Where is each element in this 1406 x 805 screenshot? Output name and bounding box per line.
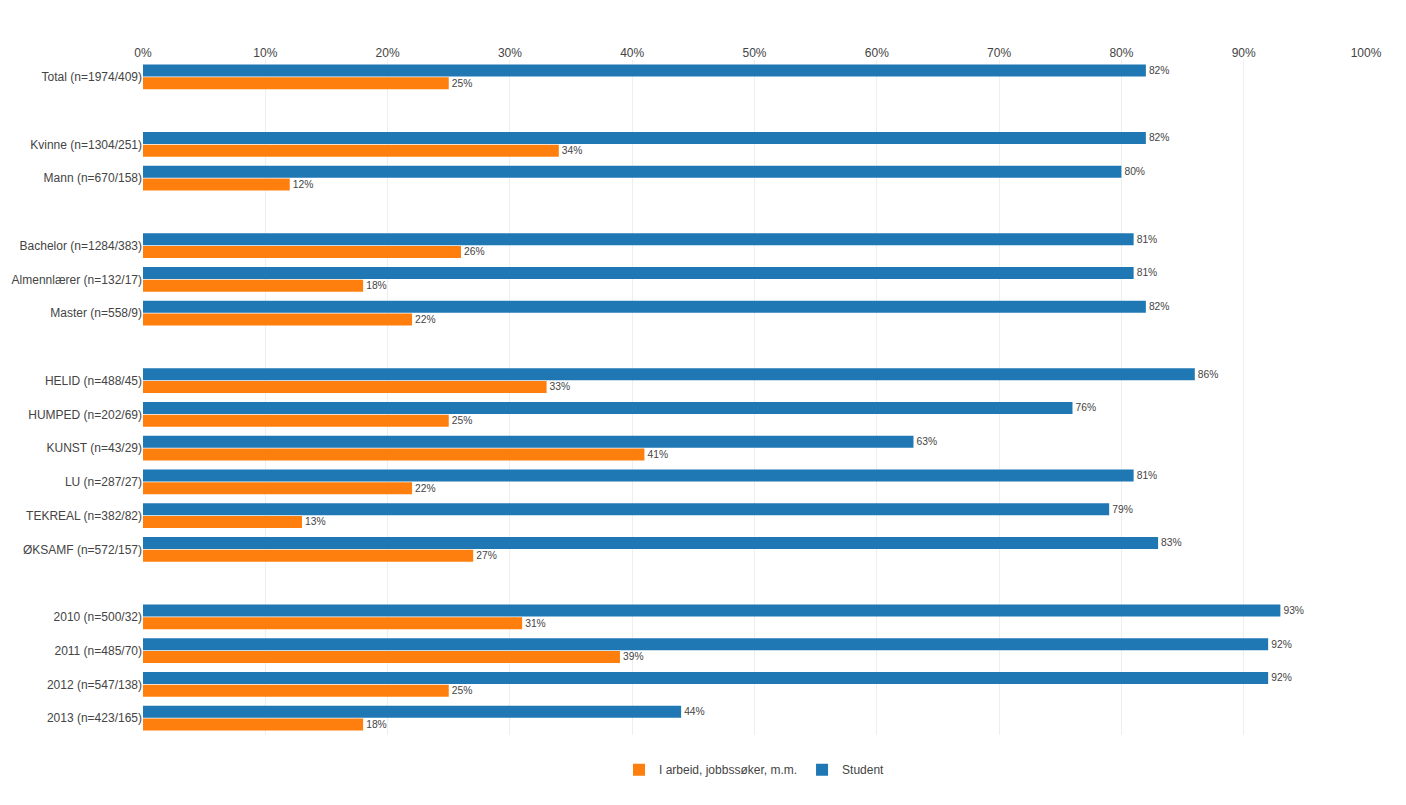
svg-text:81%: 81% [1137,470,1158,481]
svg-text:2011 (n=485/70): 2011 (n=485/70) [54,644,142,658]
svg-text:30%: 30% [498,46,522,60]
svg-text:KUNST (n=43/29): KUNST (n=43/29) [47,441,143,455]
svg-text:27%: 27% [476,550,497,561]
svg-text:Mann (n=670/158): Mann (n=670/158) [44,171,142,185]
svg-text:25%: 25% [452,685,473,696]
svg-text:80%: 80% [1124,166,1145,177]
svg-text:76%: 76% [1075,402,1096,413]
svg-text:TEKREAL (n=382/82): TEKREAL (n=382/82) [26,509,142,523]
svg-text:82%: 82% [1149,301,1170,312]
svg-text:2010 (n=500/32): 2010 (n=500/32) [54,610,142,624]
svg-text:34%: 34% [562,145,583,156]
svg-text:18%: 18% [366,719,387,730]
svg-text:92%: 92% [1271,639,1292,650]
svg-text:50%: 50% [742,46,766,60]
svg-text:0%: 0% [134,46,152,60]
svg-text:I arbeid, jobbssøker, m.m.: I arbeid, jobbssøker, m.m. [659,763,797,777]
svg-text:12%: 12% [293,179,314,190]
svg-text:25%: 25% [452,415,473,426]
svg-text:31%: 31% [525,618,546,629]
svg-text:33%: 33% [550,381,571,392]
svg-text:90%: 90% [1232,46,1256,60]
svg-text:Student: Student [842,763,884,777]
svg-text:Total (n=1974/409): Total (n=1974/409) [42,70,142,84]
svg-text:Kvinne (n=1304/251): Kvinne (n=1304/251) [30,138,142,152]
svg-text:100%: 100% [1351,46,1382,60]
svg-text:20%: 20% [376,46,400,60]
svg-text:82%: 82% [1149,65,1170,76]
svg-text:83%: 83% [1161,537,1182,548]
svg-text:81%: 81% [1137,267,1158,278]
svg-text:25%: 25% [452,78,473,89]
svg-text:26%: 26% [464,246,485,257]
svg-text:40%: 40% [620,46,644,60]
svg-text:Bachelor (n=1284/383): Bachelor (n=1284/383) [20,239,142,253]
svg-text:81%: 81% [1137,234,1158,245]
svg-text:LU (n=287/27): LU (n=287/27) [65,475,142,489]
svg-text:2013 (n=423/165): 2013 (n=423/165) [47,711,142,725]
svg-text:2012 (n=547/138): 2012 (n=547/138) [47,678,142,692]
svg-text:Master (n=558/9): Master (n=558/9) [50,306,142,320]
svg-text:HELID (n=488/45): HELID (n=488/45) [45,374,142,388]
svg-text:HUMPED (n=202/69): HUMPED (n=202/69) [28,408,142,422]
svg-text:22%: 22% [415,314,436,325]
svg-text:92%: 92% [1271,672,1292,683]
svg-text:41%: 41% [647,449,668,460]
svg-text:ØKSAMF (n=572/157): ØKSAMF (n=572/157) [23,543,142,557]
svg-text:82%: 82% [1149,132,1170,143]
svg-text:70%: 70% [987,46,1011,60]
svg-text:63%: 63% [917,436,938,447]
svg-text:60%: 60% [865,46,889,60]
svg-text:39%: 39% [623,651,644,662]
svg-text:80%: 80% [1109,46,1133,60]
svg-text:18%: 18% [366,280,387,291]
svg-text:79%: 79% [1112,504,1133,515]
svg-text:44%: 44% [684,706,705,717]
svg-text:10%: 10% [253,46,277,60]
svg-text:86%: 86% [1198,369,1219,380]
svg-text:22%: 22% [415,483,436,494]
svg-text:93%: 93% [1283,605,1304,616]
svg-text:13%: 13% [305,516,326,527]
svg-text:Almennlærer (n=132/17): Almennlærer (n=132/17) [12,273,142,287]
